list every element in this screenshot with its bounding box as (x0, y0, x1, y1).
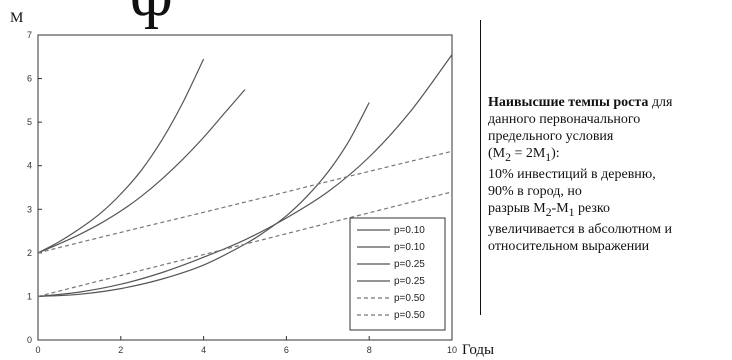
series-group (37, 54, 453, 297)
y-tick-label: 0 (27, 335, 32, 345)
note-bold-lead: Наивысшие темпы роста (488, 95, 649, 110)
legend-label: p=0.10 (394, 242, 425, 253)
y-tick-label: 4 (27, 161, 32, 171)
x-tick-label: 6 (284, 345, 289, 355)
series-line-3 (37, 102, 370, 297)
x-tick-label: 4 (201, 345, 206, 355)
annotation-text: Наивысшие темпы роста для данного первон… (488, 94, 728, 255)
legend-box (349, 217, 446, 331)
note-line-9: относительном выражении (488, 238, 650, 254)
legend-label: p=0.25 (394, 259, 425, 270)
legend: p=0.10 p=0.10 p=0.25 p=0.25 p=0.50 p=0.50 (349, 217, 446, 331)
y-tick-label: 5 (27, 117, 32, 127)
legend-label: p=0.50 (394, 293, 425, 304)
series-line-4 (37, 54, 453, 297)
note-l7-pre: разрыв M (488, 200, 546, 216)
x-tick-label: 8 (367, 345, 372, 355)
legend-label: p=0.10 (394, 225, 425, 236)
note-l7-mid: -M (551, 200, 569, 216)
note-line-5: 10% инвестиций в деревню, (488, 166, 656, 182)
note-l7-sub2: 1 (568, 205, 575, 219)
plot-frame (37, 34, 453, 341)
note-line-3: предельного условия (488, 129, 614, 144)
series-line-1 (37, 58, 205, 254)
y-tick-label: 3 (27, 204, 32, 214)
note-l7-post: резко (574, 200, 611, 216)
note-l4-close: ): (551, 146, 560, 161)
series-line-5 (37, 150, 453, 254)
x-tick-label: 2 (118, 345, 123, 355)
note-line-8: увеличивается в абсолютном и (488, 221, 672, 237)
y-tick-label: 2 (27, 248, 32, 258)
series-line-6 (37, 191, 453, 297)
y-tick-label: 6 (27, 74, 32, 84)
tick-group: 0 2 4 6 8 10 0 1 2 3 4 5 6 7 (27, 30, 457, 355)
x-tick-label: 0 (35, 345, 40, 355)
y-axis-label: M (10, 10, 23, 26)
series-line-2 (37, 89, 246, 254)
slide-title-fragment: ф (130, 0, 173, 32)
y-tick-label: 1 (27, 291, 32, 301)
legend-label: p=0.25 (394, 276, 425, 287)
divider-line (480, 20, 481, 315)
note-line-7: разрыв M2-M1 резко (488, 200, 728, 221)
note-l4-open: (M (488, 146, 506, 161)
note-line-1-rest: для (648, 95, 673, 110)
note-l4-sub1: 2 (505, 150, 511, 164)
x-tick-label: 10 (447, 345, 457, 355)
note-line-6: 90% в город, но (488, 183, 582, 199)
note-line-2: данного первоначального (488, 112, 641, 127)
legend-label: p=0.50 (394, 310, 425, 321)
x-axis-label: Годы (462, 342, 495, 358)
note-line-4: (M2 = 2M1): (488, 145, 728, 166)
note-line-1: Наивысшие темпы роста для (488, 94, 728, 111)
y-tick-label: 7 (27, 30, 32, 40)
note-l4-mid: = 2M (510, 146, 546, 161)
note-l7-sub1: 2 (545, 205, 552, 219)
note-l4-sub2: 1 (545, 150, 552, 164)
